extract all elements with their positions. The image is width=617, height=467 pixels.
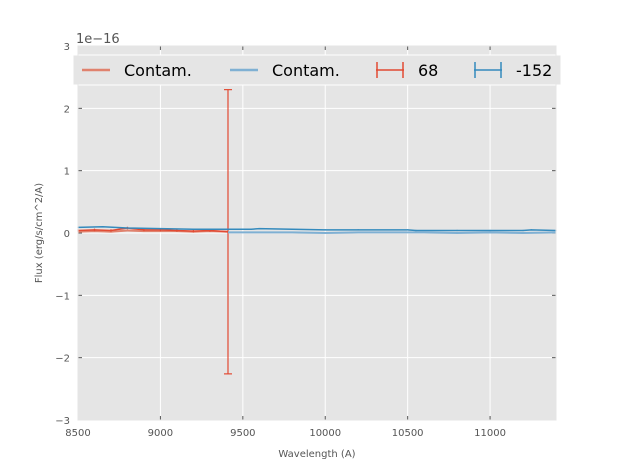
series-layer — [77, 89, 557, 375]
y-offset-label: 1e−16 — [76, 32, 120, 47]
legend-entry: 68 — [376, 61, 438, 80]
axis-ticks: 8500 9000 9500 10000 10500 11000 −3 −2 −1 0 1 2 3 — [55, 42, 556, 439]
legend: Contam. Contam. 68 -152 — [72, 54, 562, 86]
series-2 — [77, 89, 232, 375]
y-tick-label: −3 — [55, 416, 70, 427]
spectrum-line — [77, 227, 229, 233]
x-tick-label: 9500 — [230, 428, 255, 439]
x-tick-label: 8500 — [65, 428, 90, 439]
x-tick-label: 9000 — [148, 428, 173, 439]
legend-label: 68 — [418, 61, 438, 80]
x-tick-label: 10000 — [309, 428, 341, 439]
y-tick-label: 0 — [64, 229, 70, 240]
y-tick-label: 1 — [64, 167, 70, 178]
x-tick-label: 11000 — [474, 428, 506, 439]
contam-line — [228, 231, 557, 235]
legend-entry: -152 — [474, 61, 552, 80]
y-axis-label: Flux (erg/s/cm^2/A) — [34, 183, 45, 283]
series-1 — [228, 231, 557, 235]
x-tick-label: 10500 — [392, 428, 424, 439]
series-3 — [77, 226, 557, 232]
legend-label: Contam. — [272, 61, 340, 80]
y-tick-label: −2 — [55, 354, 70, 365]
plot-frame — [77, 45, 557, 421]
legend-label: Contam. — [124, 61, 192, 80]
legend-entry: Contam. — [82, 61, 192, 80]
legend-label: -152 — [516, 61, 552, 80]
y-tick-label: 2 — [64, 104, 70, 115]
legend-entry: Contam. — [230, 61, 340, 80]
y-tick-label: 3 — [64, 42, 70, 53]
x-axis-label: Wavelength (A) — [278, 449, 355, 460]
y-tick-label: −1 — [55, 291, 70, 302]
spectrum-line — [77, 226, 557, 232]
